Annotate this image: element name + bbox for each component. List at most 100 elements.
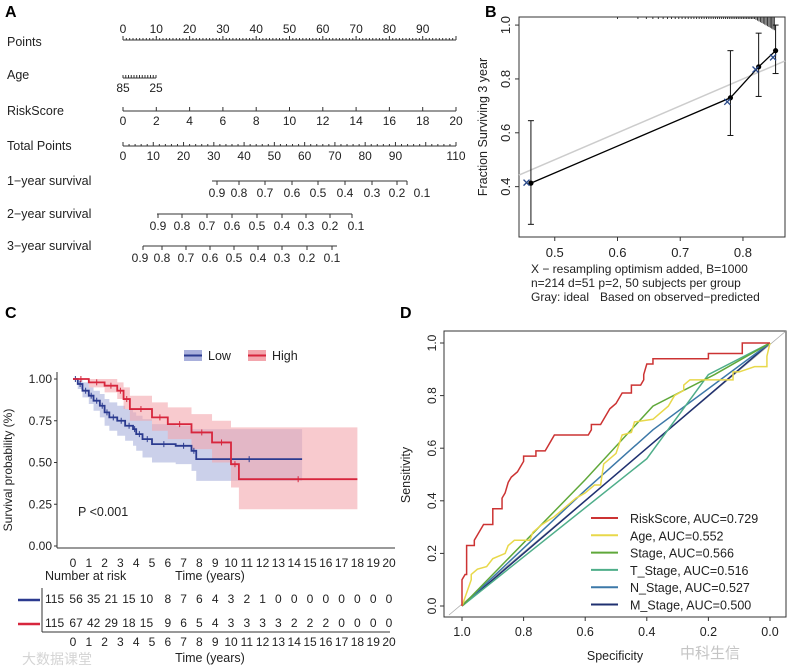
risk-count: 0 — [386, 592, 393, 606]
riskscore-tick-label: 14 — [349, 114, 363, 128]
risk-x-tick-label: 5 — [149, 635, 156, 649]
risk-x-tick-label: 17 — [335, 635, 349, 649]
roc-curve-1 — [461, 342, 771, 607]
y-axis-label: Survival probability (%) — [1, 409, 15, 532]
risk-x-tick-label: 15 — [303, 635, 317, 649]
watermark: 中科生信 — [680, 645, 740, 662]
x-tick-label: 12 — [256, 556, 270, 570]
risk-count: 7 — [180, 592, 187, 606]
survival-1-tick-label: 0.1 — [414, 186, 431, 200]
y-tick-label: 0.0 — [425, 597, 439, 614]
survival-2-tick-label: 0.2 — [322, 219, 339, 233]
panel-label-b: B — [485, 4, 497, 21]
x-tick-label: 5 — [149, 556, 156, 570]
y-tick-label: 1.0 — [425, 334, 439, 351]
risk-count: 5 — [196, 616, 203, 630]
risk-x-tick-label: 20 — [382, 635, 396, 649]
x-axis-label: Specificity — [587, 649, 644, 663]
risk-count: 2 — [243, 592, 250, 606]
survival-2-tick-label: 0.9 — [150, 219, 167, 233]
risk-count: 3 — [228, 616, 235, 630]
risk-count: 115 — [45, 616, 64, 630]
y-axis-label: Fraction Surviving 3 year — [476, 58, 490, 196]
risk-count: 0 — [338, 616, 345, 630]
y-tick-label: 0.00 — [29, 539, 53, 553]
risk-count: 15 — [140, 616, 154, 630]
y-tick-label: 0.75 — [29, 414, 53, 428]
survival-2-tick-label: 0.1 — [348, 219, 365, 233]
risk-count: 0 — [354, 592, 361, 606]
total-points-tick-label: 110 — [446, 149, 465, 163]
risk-count: 0 — [386, 616, 393, 630]
survival-3-tick-label: 0.4 — [250, 251, 267, 265]
x-tick-label: 0.5 — [546, 245, 564, 260]
risk-count: 1 — [259, 592, 266, 606]
nomogram-row-label: 2−year survival — [7, 207, 91, 221]
risk-count: 0 — [291, 592, 298, 606]
total-points-tick-label: 40 — [237, 149, 251, 163]
risk-x-tick-label: 13 — [272, 635, 286, 649]
survival-3-tick-label: 0.5 — [226, 251, 243, 265]
roc-curve-2 — [461, 342, 771, 607]
roc-plot-frame — [443, 330, 787, 618]
risk-x-tick-label: 8 — [196, 635, 203, 649]
calibration-note: Gray: ideal — [531, 290, 589, 304]
points-tick-label: 0 — [120, 22, 127, 36]
risk-count: 67 — [69, 616, 83, 630]
x-tick-label: 6 — [164, 556, 171, 570]
observed-point — [528, 180, 534, 186]
survival-2-tick-label: 0.8 — [174, 219, 191, 233]
risk-count: 0 — [322, 592, 329, 606]
age-tick-label: 85 — [116, 81, 130, 95]
y-tick-label: 0.50 — [29, 456, 53, 470]
risk-count: 4 — [212, 616, 219, 630]
riskscore-tick-label: 10 — [283, 114, 297, 128]
total-points-tick-label: 60 — [298, 149, 312, 163]
y-tick-label: 1.0 — [498, 16, 513, 34]
risk-count: 2 — [307, 616, 314, 630]
survival-1-tick-label: 0.9 — [209, 186, 226, 200]
legend-label: M_Stage, AUC=0.500 — [630, 599, 751, 613]
risk-count: 3 — [275, 616, 282, 630]
x-tick-label: 0.6 — [577, 625, 594, 639]
risk-count: 15 — [122, 592, 136, 606]
legend-label: Low — [208, 349, 232, 363]
observed-line — [530, 50, 777, 184]
risk-x-tick-label: 0 — [70, 635, 77, 649]
corrected-x-mark — [523, 179, 530, 187]
x-tick-label: 0.7 — [671, 245, 689, 260]
points-tick-label: 80 — [383, 22, 397, 36]
x-tick-label: 0.4 — [638, 625, 655, 639]
x-tick-label: 3 — [117, 556, 124, 570]
risk-count: 9 — [164, 616, 171, 630]
calibration-plot-frame — [518, 16, 786, 238]
survival-1-tick-label: 0.2 — [389, 186, 406, 200]
p-value: P <0.001 — [78, 505, 128, 519]
risk-count: 2 — [291, 616, 298, 630]
riskscore-tick-label: 2 — [153, 114, 160, 128]
nomogram-row-label: Points — [7, 35, 42, 49]
y-tick-label: 0.6 — [498, 124, 513, 142]
survival-2-tick-label: 0.3 — [298, 219, 315, 233]
risk-count: 3 — [243, 616, 250, 630]
risk-count: 10 — [140, 592, 154, 606]
risk-table-xlabel: Time (years) — [175, 569, 245, 583]
legend-label: T_Stage, AUC=0.516 — [630, 564, 749, 578]
panel-label-d: D — [400, 305, 412, 322]
survival-3-tick-label: 0.3 — [274, 251, 291, 265]
risk-x-tick-label: 7 — [180, 635, 187, 649]
x-tick-label: 10 — [224, 556, 238, 570]
risk-count: 56 — [69, 592, 83, 606]
survival-3-tick-label: 0.8 — [154, 251, 171, 265]
legend-label: Stage, AUC=0.566 — [630, 547, 734, 561]
y-tick-label: 0.2 — [425, 545, 439, 562]
risk-count: 115 — [45, 592, 64, 606]
x-tick-label: 0.6 — [608, 245, 626, 260]
roc-curve-4 — [461, 342, 771, 607]
x-tick-label: 17 — [335, 556, 349, 570]
risk-x-tick-label: 4 — [133, 635, 140, 649]
risk-x-tick-label: 2 — [101, 635, 108, 649]
corrected-x-mark — [752, 66, 759, 73]
x-tick-label: 18 — [351, 556, 365, 570]
riskscore-tick-label: 8 — [253, 114, 260, 128]
